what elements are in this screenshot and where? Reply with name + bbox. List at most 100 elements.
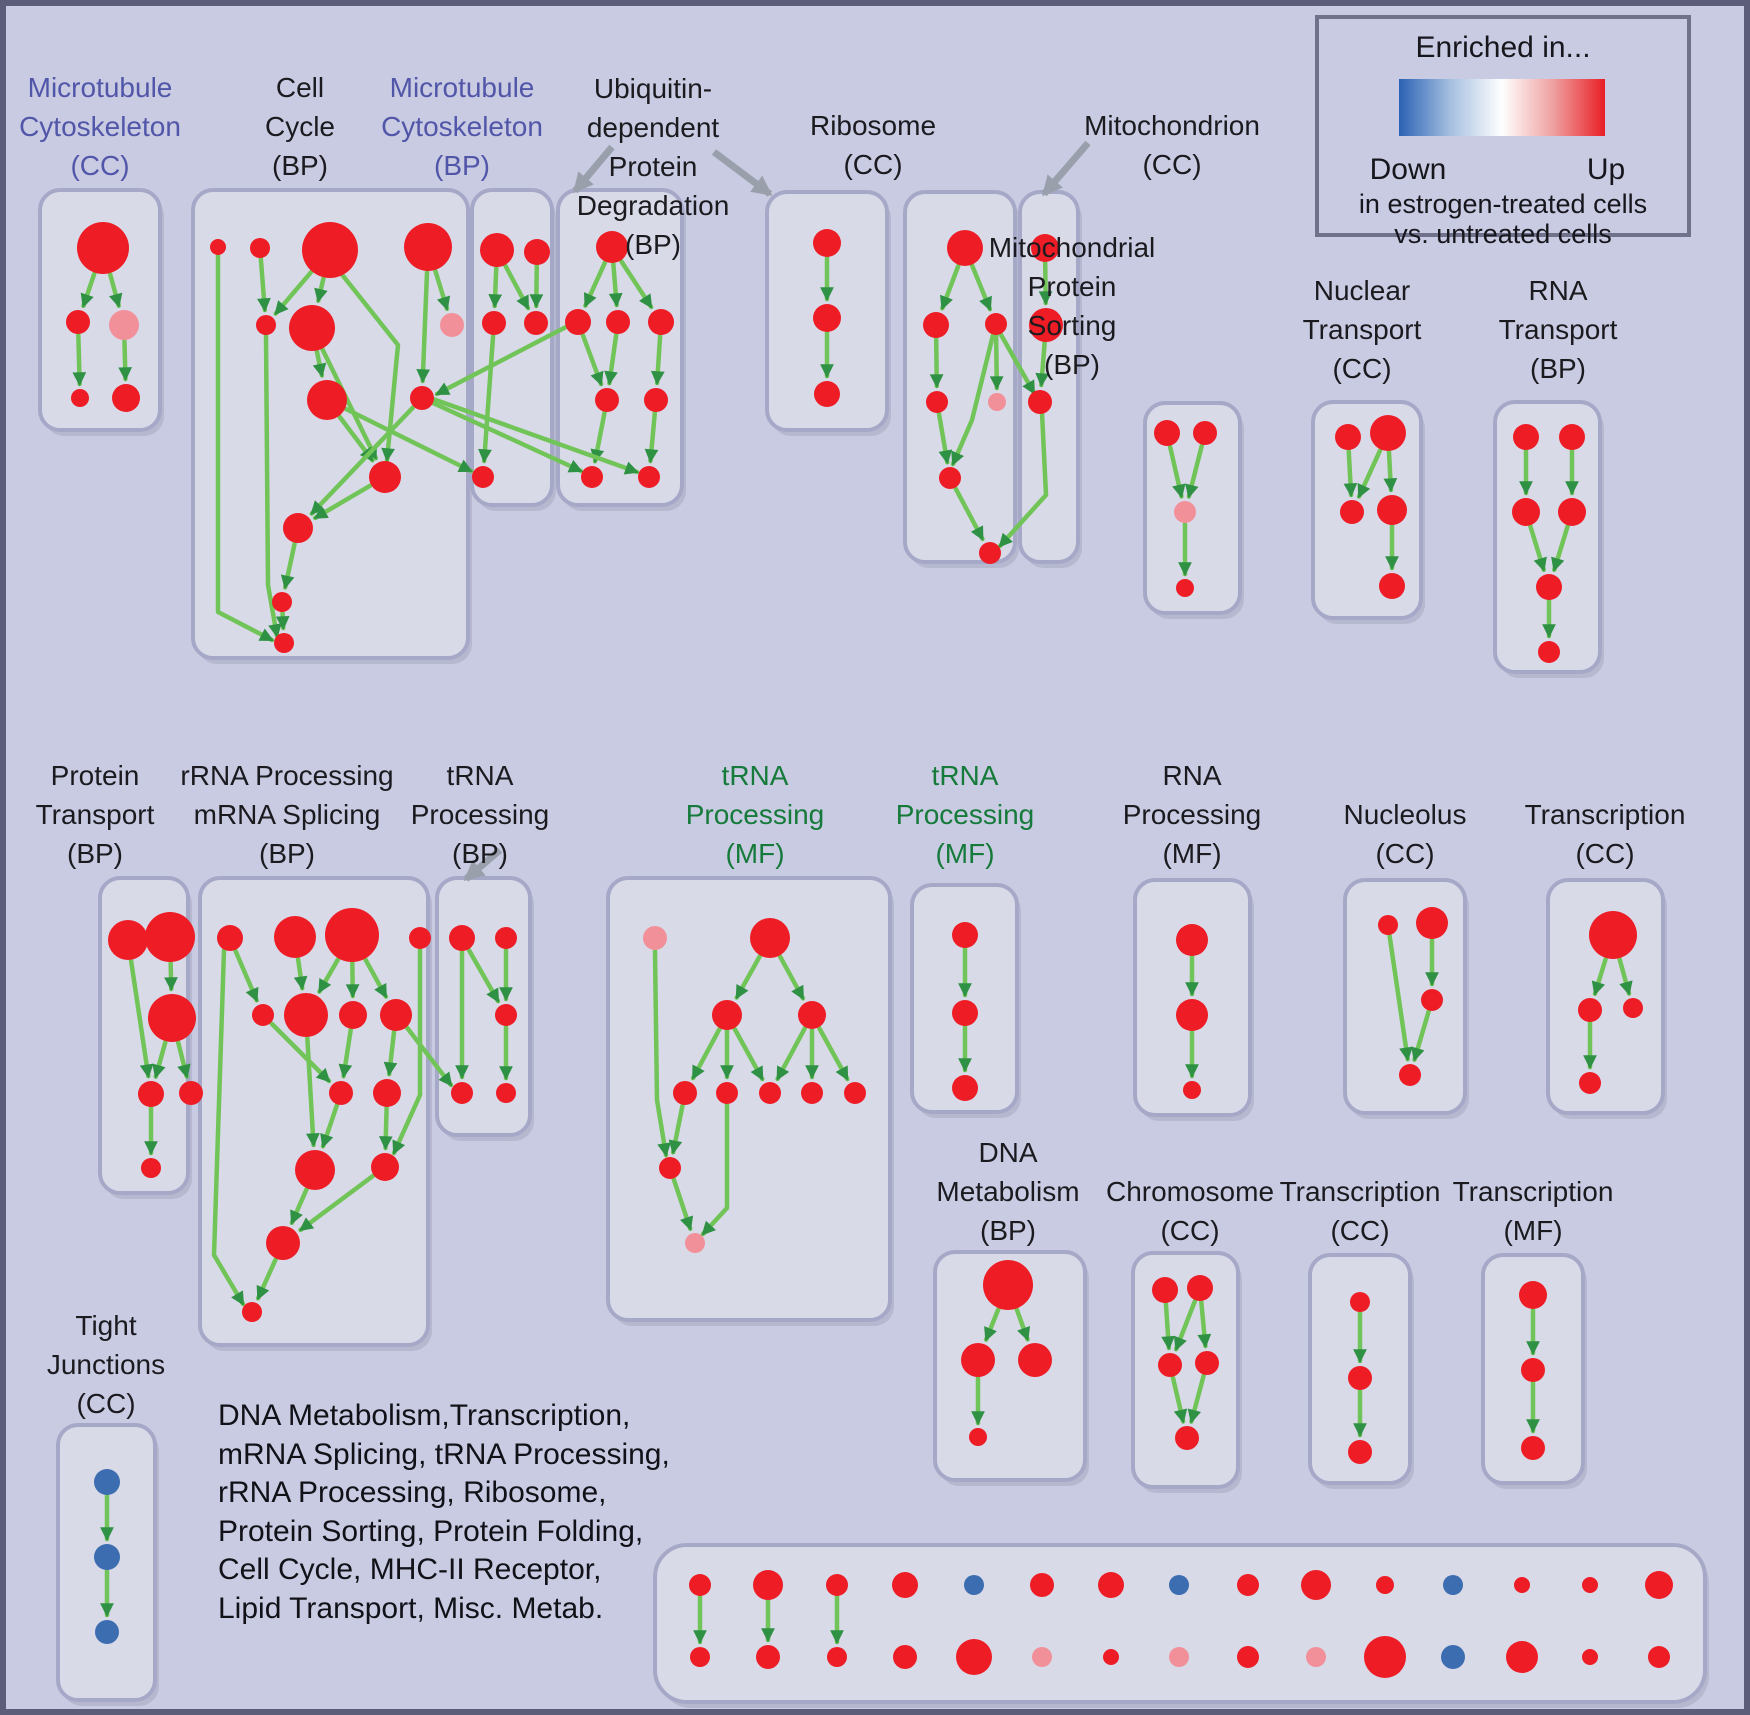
- go-term-node-red: [716, 1082, 738, 1104]
- relation-edge: [363, 957, 389, 999]
- go-term-node-red: [1399, 1064, 1421, 1086]
- relation-edge: [215, 253, 275, 643]
- go-term-node-red: [1589, 911, 1637, 959]
- relation-edge: [275, 610, 290, 631]
- go-term-node-red: [495, 927, 517, 949]
- relation-edge: [604, 332, 619, 386]
- relation-edge: [1038, 260, 1053, 306]
- cluster-label: Junctions: [47, 1349, 165, 1380]
- relation-edge: [969, 263, 993, 312]
- go-term-node-red: [371, 1153, 399, 1181]
- go-term-node-red: [325, 908, 379, 962]
- cluster-label: Transcription: [1280, 1176, 1441, 1207]
- cluster-label: Degradation: [577, 190, 730, 221]
- go-term-node-red: [1103, 1649, 1119, 1665]
- cluster-label: (CC): [843, 149, 902, 180]
- relation-edge: [118, 338, 133, 382]
- go-term-node-red: [1030, 1573, 1054, 1597]
- go-term-node-red: [451, 1082, 473, 1104]
- go-term-node-red: [339, 1001, 367, 1029]
- go-term-node-red: [673, 1081, 697, 1105]
- relation-edge: [503, 263, 531, 311]
- go-term-node-red: [472, 466, 494, 488]
- cluster-label: (CC): [1332, 353, 1391, 384]
- relation-edge: [293, 956, 308, 991]
- go-term-node-red: [606, 310, 630, 334]
- go-term-node-blue: [1169, 1575, 1189, 1595]
- go-term-node-red: [690, 1647, 710, 1667]
- cluster-label: Cycle: [265, 111, 335, 142]
- go-term-node-red: [1538, 641, 1560, 663]
- relation-edge: [1173, 1298, 1198, 1352]
- go-term-node-red: [289, 305, 335, 351]
- go-term-node-red: [524, 311, 548, 335]
- go-term-node-red: [1623, 998, 1643, 1018]
- legend: Enriched in... Down Up in estrogen-treat…: [1315, 15, 1691, 249]
- go-term-node-red: [648, 309, 674, 335]
- cluster-label: (MF): [1503, 1215, 1562, 1246]
- relation-edge: [488, 265, 503, 309]
- legend-down-label: Down: [1369, 153, 1447, 186]
- cluster-label: Processing: [896, 799, 1035, 830]
- cluster-label: (CC): [1160, 1215, 1219, 1246]
- go-term-node-red: [1187, 1275, 1213, 1301]
- cluster-label: Cytoskeleton: [381, 111, 543, 142]
- cluster-label: (BP): [980, 1215, 1036, 1246]
- relation-edge: [416, 269, 431, 384]
- go-term-node-red: [410, 386, 434, 410]
- relation-edge: [128, 958, 154, 1079]
- go-term-node-red: [1340, 500, 1364, 524]
- go-term-node-red: [923, 312, 949, 338]
- go-term-node-red: [373, 1079, 401, 1107]
- cluster-label: Cell: [276, 72, 324, 103]
- relation-edge: [590, 410, 607, 464]
- relation-edge: [280, 541, 297, 590]
- relation-edge: [314, 276, 328, 303]
- go-term-node-red: [1348, 1440, 1372, 1464]
- go-term-node-red: [595, 388, 619, 412]
- relation-edge: [583, 260, 608, 308]
- cluster-label: RNA: [1162, 760, 1221, 791]
- go-term-node-red: [581, 466, 603, 488]
- relation-edge: [434, 324, 569, 397]
- go-term-node-red: [952, 922, 978, 948]
- go-term-node-red: [1176, 924, 1208, 956]
- go-term-node-blue: [94, 1469, 120, 1495]
- go-term-node-red: [404, 223, 452, 271]
- note-line: Protein Sorting, Protein Folding,: [218, 1514, 644, 1548]
- relation-edge: [529, 263, 544, 309]
- go-term-node-red: [1193, 421, 1217, 445]
- go-term-node-red: [274, 633, 294, 653]
- relation-edge: [940, 263, 961, 311]
- relation-edge: [378, 1105, 393, 1151]
- cluster-box-ubiquitin-degradation-box-1: [556, 188, 684, 507]
- relation-edge: [1197, 1299, 1212, 1349]
- go-term-node-red: [179, 1081, 203, 1105]
- go-term-node-red: [1376, 1576, 1394, 1594]
- relation-edge: [1170, 1375, 1188, 1424]
- cluster-label: (BP): [452, 838, 508, 869]
- go-term-node-red: [1519, 1281, 1547, 1309]
- go-term-node-red: [1152, 1277, 1178, 1303]
- go-term-node-red: [1370, 415, 1406, 451]
- cluster-label: Protein: [51, 760, 140, 791]
- cluster-label: (BP): [1530, 353, 1586, 384]
- go-term-node-red: [138, 1081, 164, 1107]
- go-term-node-red: [1335, 424, 1361, 450]
- go-term-node-red: [969, 1428, 987, 1446]
- cluster-label: tRNA: [722, 760, 789, 791]
- relation-edge: [580, 332, 604, 387]
- cluster-label: Cytoskeleton: [19, 111, 181, 142]
- relation-edge: [72, 332, 87, 387]
- go-term-node-red: [1237, 1574, 1259, 1596]
- relation-edge: [317, 957, 341, 994]
- cluster-label: Transport: [36, 799, 155, 830]
- relation-edge: [668, 1103, 685, 1155]
- go-term-node-red: [952, 1075, 978, 1101]
- cluster-box-ribosome-cc: [903, 190, 1017, 564]
- cluster-label: rRNA Processing: [180, 760, 393, 791]
- go-term-node-red: [827, 1647, 847, 1667]
- go-term-node-pink: [685, 1233, 705, 1253]
- go-term-node-red: [295, 1150, 335, 1190]
